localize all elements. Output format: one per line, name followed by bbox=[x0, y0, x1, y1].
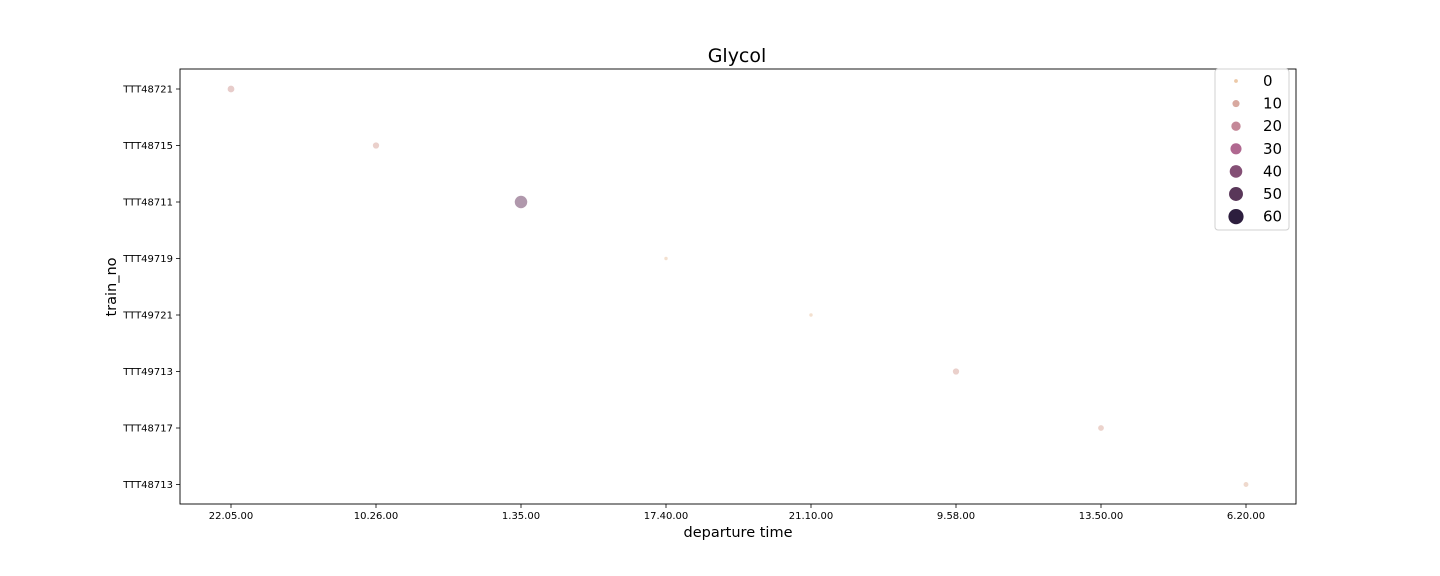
y-tick-label: TTT48721 bbox=[122, 85, 173, 96]
x-tick-label: 6.20.00 bbox=[1227, 511, 1265, 522]
legend-label: 60 bbox=[1263, 208, 1282, 226]
data-point bbox=[513, 194, 529, 210]
data-point bbox=[808, 312, 814, 318]
x-tick-label: 9.58.00 bbox=[937, 511, 975, 522]
chart-title: Glycol bbox=[708, 45, 767, 67]
legend-marker bbox=[1231, 121, 1241, 131]
y-tick-label: TTT48717 bbox=[122, 424, 173, 435]
x-axis: 22.05.00 10.26.00 1.35.00 17.40.00 21.10.00 9… bbox=[209, 504, 1265, 522]
x-axis-label: departure time bbox=[684, 525, 793, 541]
y-axis-label: train_no bbox=[104, 257, 120, 316]
legend-label: 50 bbox=[1263, 185, 1282, 203]
x-tick-label: 22.05.00 bbox=[209, 511, 254, 522]
legend-items: 0 10 20 30 40 50 60 bbox=[1228, 72, 1282, 226]
y-tick-label: TTT48715 bbox=[122, 141, 173, 152]
legend-marker bbox=[1229, 165, 1243, 178]
y-tick-label: TTT49719 bbox=[122, 254, 173, 265]
legend-marker bbox=[1234, 79, 1238, 83]
legend-label: 30 bbox=[1263, 140, 1282, 158]
y-tick-label: TTT49713 bbox=[122, 367, 173, 378]
plot-area: TTT48721 TTT48715 TTT48711 TTT49719 TTT49721… bbox=[122, 68, 1297, 522]
legend: 0 10 20 30 40 50 60 bbox=[1214, 68, 1290, 231]
data-point bbox=[1097, 424, 1105, 432]
x-tick-label: 13.50.00 bbox=[1079, 511, 1124, 522]
y-tick-label: TTT48711 bbox=[122, 198, 173, 209]
legend-marker bbox=[1229, 187, 1243, 201]
data-point bbox=[952, 367, 960, 376]
legend-marker bbox=[1228, 209, 1244, 225]
legend-label: 10 bbox=[1263, 95, 1282, 113]
legend-label: 20 bbox=[1263, 117, 1282, 135]
legend-label: 40 bbox=[1263, 162, 1282, 180]
x-tick-label: 21.10.00 bbox=[789, 511, 834, 522]
x-tick-label: 10.26.00 bbox=[354, 511, 399, 522]
data-point bbox=[663, 255, 669, 262]
legend-marker bbox=[1232, 100, 1240, 108]
x-tick-label: 17.40.00 bbox=[644, 511, 689, 522]
data-markers bbox=[226, 84, 1250, 488]
y-tick-label: TTT49721 bbox=[122, 311, 173, 322]
y-tick-label: TTT48713 bbox=[122, 480, 173, 491]
legend-marker bbox=[1230, 143, 1242, 155]
y-axis: TTT48721 TTT48715 TTT48711 TTT49719 TTT49721… bbox=[122, 85, 180, 491]
plot-frame bbox=[179, 68, 1297, 505]
data-point bbox=[1242, 481, 1250, 488]
data-point bbox=[226, 84, 236, 94]
legend-label: 0 bbox=[1263, 72, 1273, 90]
x-tick-label: 1.35.00 bbox=[502, 511, 540, 522]
data-point bbox=[372, 141, 380, 150]
